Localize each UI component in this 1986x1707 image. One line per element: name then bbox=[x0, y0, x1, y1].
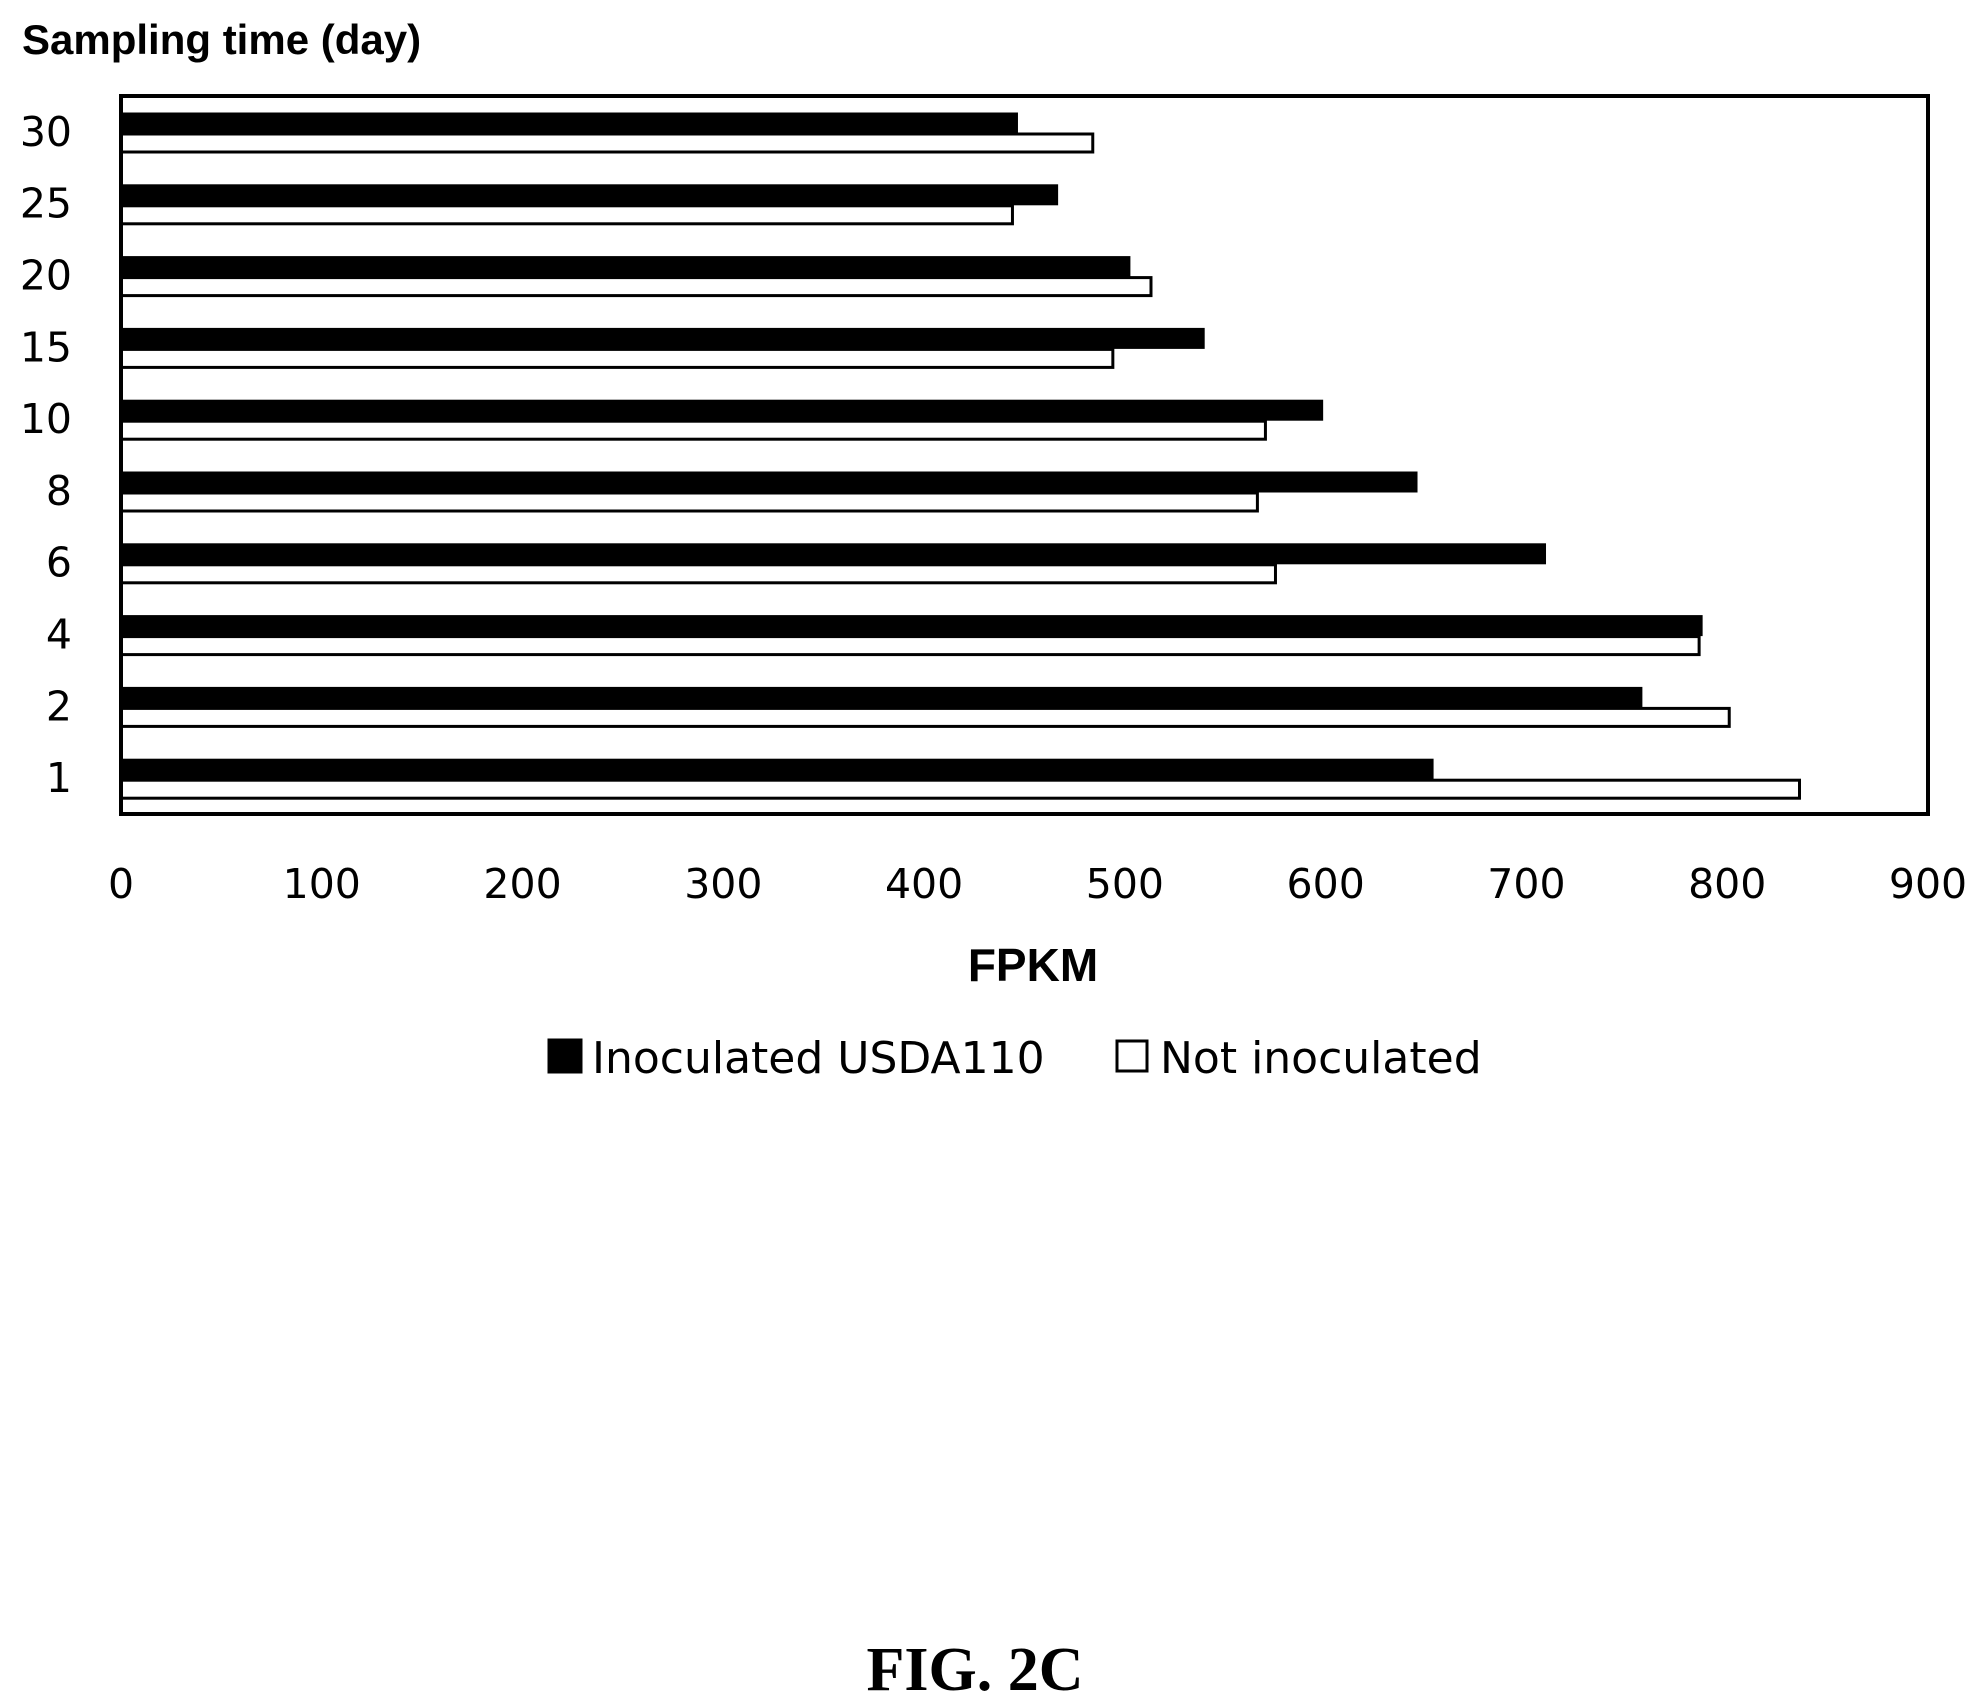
y-tick-label: 30 bbox=[20, 108, 72, 156]
bars-group bbox=[119, 112, 1802, 800]
x-tick-label: 300 bbox=[684, 860, 762, 908]
bar-not-inoculated-day-25 bbox=[119, 204, 1014, 226]
bar-inoculated-day-2 bbox=[119, 686, 1643, 708]
y-tick-label: 2 bbox=[46, 682, 72, 730]
x-tick-label: 500 bbox=[1086, 860, 1164, 908]
bar-not-inoculated-day-4 bbox=[119, 635, 1701, 657]
bar-not-inoculated-day-30 bbox=[119, 132, 1095, 154]
legend: Inoculated USDA110 Not inoculated bbox=[547, 1033, 1482, 1084]
bar-inoculated-day-10 bbox=[119, 399, 1324, 421]
y-tick-label: 25 bbox=[20, 180, 72, 228]
bar-not-inoculated-day-2 bbox=[119, 706, 1731, 728]
bar-inoculated-day-8 bbox=[119, 471, 1418, 493]
y-tick-label: 4 bbox=[46, 611, 72, 659]
bar-inoculated-day-1 bbox=[119, 758, 1434, 780]
bar-inoculated-day-4 bbox=[119, 615, 1703, 637]
y-tick-label: 1 bbox=[46, 754, 72, 802]
y-tick-label: 10 bbox=[20, 395, 72, 443]
bar-not-inoculated-day-6 bbox=[119, 563, 1277, 585]
bar-not-inoculated-day-10 bbox=[119, 419, 1267, 441]
y-tick-label: 6 bbox=[46, 539, 72, 587]
y-axis-title: Sampling time (day) bbox=[22, 16, 421, 63]
bar-inoculated-day-6 bbox=[119, 543, 1547, 565]
bar-inoculated-day-25 bbox=[119, 184, 1059, 206]
plot-area-frame bbox=[119, 94, 1930, 816]
bar-inoculated-day-20 bbox=[119, 256, 1131, 278]
legend-label-not-inoculated: Not inoculated bbox=[1160, 1033, 1482, 1084]
bar-not-inoculated-day-1 bbox=[119, 778, 1802, 800]
x-tick-labels: 0 100 200 300 400 500 600 700 800 900 bbox=[108, 860, 1967, 908]
x-tick-label: 700 bbox=[1487, 860, 1565, 908]
y-tick-labels: 30 25 20 15 10 8 6 4 2 1 bbox=[20, 108, 72, 802]
y-tick-label: 8 bbox=[46, 467, 72, 515]
x-tick-label: 0 bbox=[108, 860, 134, 908]
legend-swatch-inoculated bbox=[547, 1038, 583, 1074]
x-tick-label: 100 bbox=[283, 860, 361, 908]
x-tick-label: 900 bbox=[1889, 860, 1967, 908]
x-tick-label: 800 bbox=[1688, 860, 1766, 908]
x-axis-title: FPKM bbox=[968, 939, 1098, 991]
x-tick-label: 600 bbox=[1287, 860, 1365, 908]
bar-inoculated-day-15 bbox=[119, 327, 1205, 349]
bar-not-inoculated-day-20 bbox=[119, 276, 1153, 298]
bar-not-inoculated-day-15 bbox=[119, 347, 1115, 369]
y-tick-label: 20 bbox=[20, 252, 72, 300]
legend-swatch-not-inoculated bbox=[1115, 1039, 1149, 1073]
y-tick-label: 15 bbox=[20, 323, 72, 371]
legend-label-inoculated: Inoculated USDA110 bbox=[592, 1033, 1045, 1084]
bar-inoculated-day-30 bbox=[119, 112, 1018, 134]
x-tick-label: 200 bbox=[483, 860, 561, 908]
figure-caption: FIG. 2C bbox=[867, 1636, 1084, 1704]
x-tick-label: 400 bbox=[885, 860, 963, 908]
bar-not-inoculated-day-8 bbox=[119, 491, 1259, 513]
